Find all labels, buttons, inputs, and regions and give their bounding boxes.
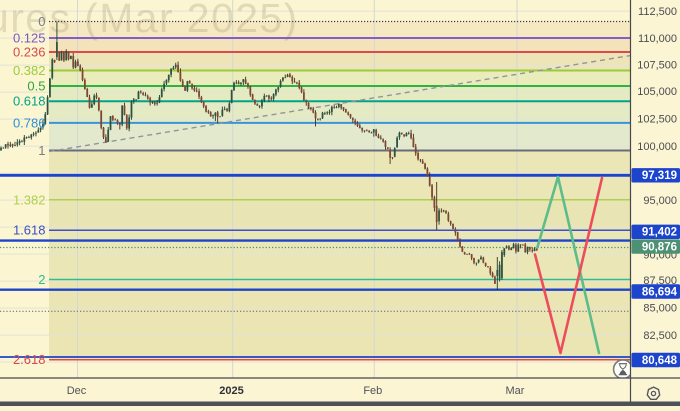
svg-text:2025: 2025	[219, 385, 243, 397]
svg-text:0.382: 0.382	[13, 63, 46, 78]
svg-text:80,648: 80,648	[642, 355, 678, 367]
svg-text:112,500: 112,500	[638, 6, 677, 18]
svg-text:91,402: 91,402	[642, 227, 677, 239]
svg-text:97,319: 97,319	[642, 170, 677, 182]
svg-text:0.125: 0.125	[13, 31, 46, 46]
svg-text:0: 0	[38, 14, 45, 29]
svg-text:Mar: Mar	[506, 385, 525, 397]
svg-text:100,000: 100,000	[637, 141, 677, 153]
svg-text:1.618: 1.618	[13, 223, 46, 238]
svg-text:0.236: 0.236	[13, 45, 46, 60]
svg-text:Dec: Dec	[67, 385, 87, 397]
svg-text:Feb: Feb	[363, 385, 382, 397]
svg-text:85,000: 85,000	[643, 302, 677, 314]
svg-text:107,500: 107,500	[637, 59, 677, 71]
svg-text:2.618: 2.618	[13, 352, 46, 367]
svg-text:82,500: 82,500	[643, 330, 677, 342]
svg-text:2: 2	[38, 272, 45, 287]
svg-text:0.5: 0.5	[27, 79, 45, 94]
svg-text:105,000: 105,000	[637, 86, 677, 98]
svg-text:90,876: 90,876	[642, 242, 677, 254]
svg-text:1: 1	[38, 143, 45, 158]
svg-text:110,000: 110,000	[638, 33, 677, 45]
svg-text:1.382: 1.382	[13, 192, 46, 207]
svg-text:0.786: 0.786	[13, 115, 46, 130]
svg-text:102,500: 102,500	[637, 113, 677, 125]
svg-text:0.618: 0.618	[13, 94, 46, 109]
svg-text:95,000: 95,000	[643, 195, 677, 207]
svg-text:86,694: 86,694	[642, 286, 678, 298]
